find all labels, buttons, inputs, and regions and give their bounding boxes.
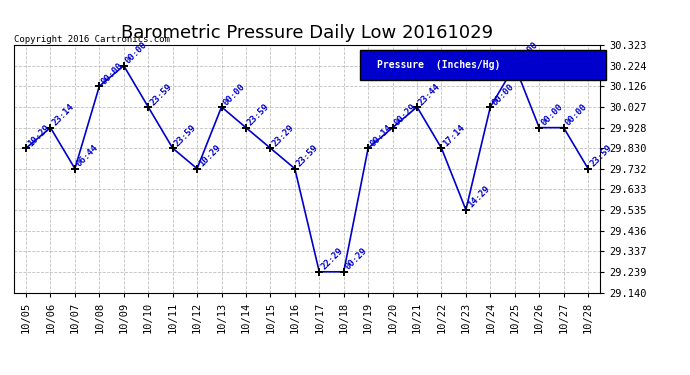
FancyBboxPatch shape bbox=[360, 50, 606, 80]
Text: 00:00: 00:00 bbox=[564, 102, 589, 128]
Text: 23:44: 23:44 bbox=[417, 81, 442, 107]
Text: 00:00: 00:00 bbox=[221, 81, 247, 107]
Text: 22:29: 22:29 bbox=[319, 246, 344, 272]
Text: 23:59: 23:59 bbox=[588, 143, 613, 169]
Text: 10:29: 10:29 bbox=[26, 123, 51, 148]
Text: 06:44: 06:44 bbox=[75, 143, 100, 169]
Text: 00:29: 00:29 bbox=[344, 246, 369, 272]
Text: 23:00: 23:00 bbox=[515, 40, 540, 66]
Text: 10:29: 10:29 bbox=[197, 143, 222, 169]
Text: 00:00: 00:00 bbox=[491, 81, 515, 107]
Text: 23:59: 23:59 bbox=[295, 143, 320, 169]
Text: 23:59: 23:59 bbox=[148, 81, 174, 107]
Text: 14:29: 14:29 bbox=[466, 184, 491, 210]
Title: Barometric Pressure Daily Low 20161029: Barometric Pressure Daily Low 20161029 bbox=[121, 24, 493, 42]
Text: 23:59: 23:59 bbox=[172, 123, 198, 148]
Text: 23:14: 23:14 bbox=[50, 102, 76, 128]
Text: 17:14: 17:14 bbox=[442, 123, 467, 148]
Text: 00:00: 00:00 bbox=[539, 102, 564, 128]
Text: 00:00: 00:00 bbox=[99, 61, 125, 86]
Text: 23:59: 23:59 bbox=[246, 102, 271, 128]
Text: Copyright 2016 Cartronics.com: Copyright 2016 Cartronics.com bbox=[14, 35, 170, 44]
Text: 23:29: 23:29 bbox=[270, 123, 296, 148]
Text: 00:00: 00:00 bbox=[124, 40, 149, 66]
Text: 00:29: 00:29 bbox=[393, 102, 418, 128]
Text: Pressure  (Inches/Hg): Pressure (Inches/Hg) bbox=[377, 60, 501, 70]
Text: 00:14: 00:14 bbox=[368, 123, 393, 148]
